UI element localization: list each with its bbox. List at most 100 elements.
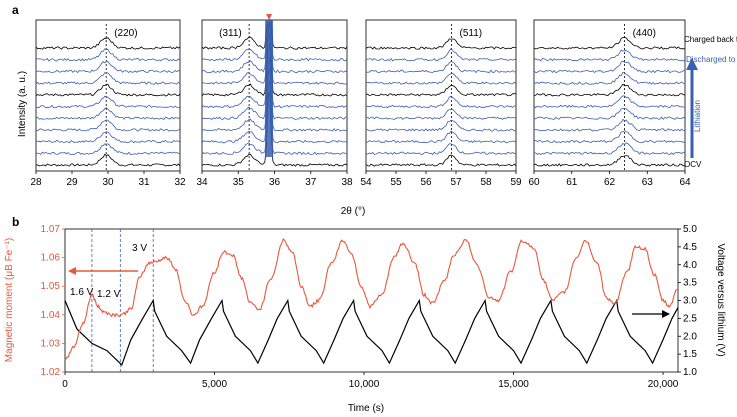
time-tick-label: 20,000 — [648, 379, 679, 390]
xrd-pattern-line — [35, 61, 181, 74]
xrd-tick-label: 35 — [233, 177, 245, 188]
marker-label-1-6v: 1.6 V — [70, 287, 94, 298]
time-tick-label: 15,000 — [498, 379, 529, 390]
xrd-tick-label: 38 — [341, 177, 353, 188]
magnetic-moment-series-line — [64, 237, 679, 361]
xrd-pattern-line — [365, 119, 517, 132]
moment-tick-label: 1.04 — [41, 310, 61, 321]
xrd-tick-label: 59 — [510, 177, 522, 188]
xrd-tick-label: 32 — [174, 177, 186, 188]
annot-lithiation: Lithiation — [693, 100, 702, 132]
right-axis-arrowhead — [662, 310, 670, 318]
moment-tick-label: 1.03 — [41, 338, 61, 349]
xrd-tick-label: 29 — [66, 177, 78, 188]
panel-b: 0 5,000 10,000 15,000 20,0001.021.031.041.05… — [41, 224, 698, 390]
panel-a: 28 29 30 31 32 (220) 34 35 36 37 38 (311) 54 55 56 57 58… — [30, 14, 691, 188]
xrd-tick-label: 56 — [420, 177, 432, 188]
xrd-peak-label: (511) — [460, 28, 483, 39]
xrd-pattern-line — [201, 21, 348, 97]
xrd-tick-label: 60 — [528, 177, 540, 188]
annot-discharged: Discharged to 1.2 V — [686, 55, 737, 64]
xrd-pattern-line — [533, 108, 686, 120]
moment-tick-label: 1.07 — [41, 224, 61, 235]
voltage-tick-label: 2.5 — [683, 313, 697, 324]
xrd-pattern-line — [35, 48, 181, 62]
xrd-pattern-line — [201, 55, 348, 132]
xrd-pattern-line — [365, 84, 517, 97]
xrd-pattern-line — [35, 37, 181, 50]
xrd-peak-label: (440) — [633, 28, 656, 39]
xrd-tick-label: 62 — [604, 177, 616, 188]
xrd-peak-label: (220) — [114, 28, 137, 39]
reference-peak-marker — [266, 14, 273, 20]
xrd-tick-label: 55 — [390, 177, 402, 188]
xrd-pattern-line — [35, 83, 181, 97]
xrd-tick-label: 31 — [138, 177, 150, 188]
voltage-tick-label: 1.0 — [683, 367, 697, 378]
panel-a-ylabel: Intensity (a. u.) — [17, 71, 28, 137]
xrd-pattern-line — [201, 80, 348, 156]
xrd-tick-label: 37 — [305, 177, 317, 188]
marker-label-1-2v: 1.2 V — [97, 289, 121, 300]
voltage-tick-label: 2.0 — [683, 331, 697, 342]
panel-b-xlabel: Time (s) — [348, 403, 384, 414]
xrd-pattern-line — [365, 60, 517, 74]
xrd-tick-label: 57 — [450, 177, 462, 188]
moment-tick-label: 1.02 — [41, 367, 61, 378]
panel-a-label: a — [12, 3, 19, 17]
left-axis-arrowhead — [68, 267, 76, 275]
xrd-pattern-line — [365, 47, 517, 62]
voltage-tick-label: 1.5 — [683, 349, 697, 360]
moment-tick-label: 1.06 — [41, 253, 61, 264]
panel-b-ylabel-left: Magnetic moment (μB Fe⁻¹) — [4, 238, 15, 362]
voltage-tick-label: 5.0 — [683, 224, 697, 235]
xrd-pattern-line — [35, 95, 181, 109]
xrd-pattern-line — [35, 119, 181, 132]
voltage-tick-label: 4.5 — [683, 242, 697, 253]
xrd-pattern-line — [35, 72, 181, 85]
xrd-pattern-line — [202, 19, 348, 85]
marker-label-3v: 3 V — [132, 243, 147, 254]
xrd-pattern-line — [201, 43, 348, 120]
xrd-pattern-line — [201, 66, 348, 144]
xrd-pattern-line — [533, 130, 686, 144]
voltage-tick-label: 3.5 — [683, 278, 697, 289]
reference-peak-band — [265, 20, 274, 157]
xrd-pattern-line — [533, 36, 686, 50]
xrd-pattern-line — [35, 107, 181, 120]
xrd-peak-label: (311) — [219, 28, 242, 39]
xrd-pattern-line — [35, 143, 181, 155]
time-tick-label: 0 — [62, 379, 68, 390]
xrd-pattern-line — [533, 83, 686, 97]
xrd-pattern-line — [533, 71, 686, 85]
xrd-pattern-line — [365, 130, 517, 144]
xrd-tick-label: 64 — [679, 177, 691, 188]
xrd-pattern-line — [533, 49, 686, 62]
panel-b-ylabel-right: Voltage versus lithium (V) — [715, 243, 726, 356]
moment-tick-label: 1.05 — [41, 281, 61, 292]
xrd-subplot-frame — [365, 19, 517, 172]
panel-a-xlabel: 2θ (°) — [341, 206, 366, 217]
voltage-tick-label: 3.0 — [683, 296, 697, 307]
time-tick-label: 10,000 — [349, 379, 380, 390]
xrd-tick-label: 36 — [269, 177, 281, 188]
lithiation-arrow-head — [686, 58, 698, 70]
xrd-pattern-line — [533, 60, 686, 74]
voltage-series-line — [64, 298, 679, 366]
xrd-pattern-line — [365, 38, 517, 50]
xrd-tick-label: 30 — [102, 177, 114, 188]
xrd-pattern-line — [533, 118, 686, 132]
xrd-tick-label: 61 — [566, 177, 578, 188]
xrd-tick-label: 28 — [30, 177, 42, 188]
xrd-pattern-line — [35, 131, 181, 144]
xrd-pattern-line — [533, 142, 686, 156]
xrd-pattern-line — [365, 108, 517, 120]
voltage-tick-label: 4.0 — [683, 260, 697, 271]
annot-charged-top: Charged back to 3 V — [684, 35, 737, 44]
xrd-pattern-line — [201, 19, 348, 74]
xrd-tick-label: 54 — [360, 177, 372, 188]
xrd-pattern-line — [365, 95, 517, 109]
xrd-tick-label: 63 — [642, 177, 654, 188]
xrd-pattern-line — [533, 155, 686, 167]
annot-ocv: OCV — [684, 160, 702, 169]
